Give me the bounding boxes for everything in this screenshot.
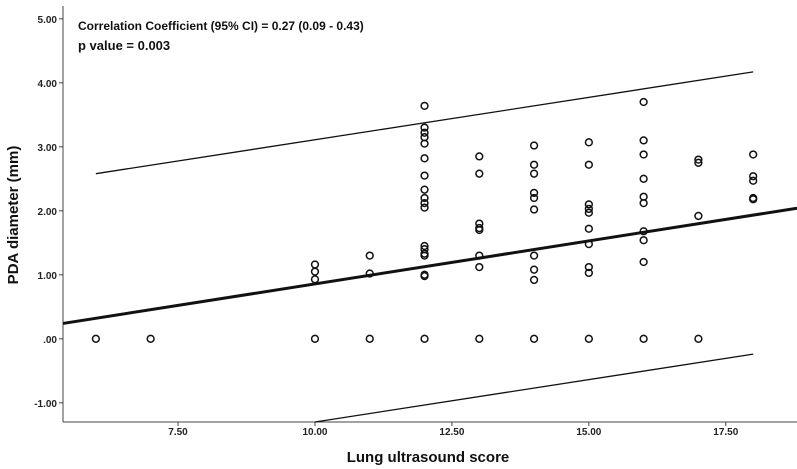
y-tick-label: 5.00 <box>38 15 58 26</box>
data-point <box>584 262 594 272</box>
upper-interval-line <box>95 71 754 175</box>
data-point <box>420 241 429 251</box>
data-point <box>694 334 703 343</box>
y-tick-label: 1.00 <box>38 271 58 282</box>
data-point <box>694 211 703 221</box>
data-point <box>420 193 429 203</box>
data-point <box>529 251 539 260</box>
data-point <box>529 275 539 285</box>
data-point <box>420 271 429 281</box>
y-tick-label: 4.00 <box>38 79 58 90</box>
data-point <box>529 193 539 203</box>
y-tick-label: .00 <box>43 335 57 346</box>
data-point <box>584 208 594 217</box>
data-point <box>749 172 758 181</box>
y-tick-label: 3.00 <box>38 143 58 154</box>
data-point <box>420 198 429 208</box>
data-point <box>365 269 374 278</box>
axes <box>59 6 797 426</box>
data-point <box>146 334 155 343</box>
x-tick-label: 15.00 <box>576 427 601 438</box>
y-axis-label: PDA diameter (mm) <box>5 146 22 285</box>
correlation-annotation: Correlation Coefficient (95% CI) = 0.27 … <box>78 19 364 33</box>
data-point <box>584 334 594 343</box>
data-point <box>529 205 539 214</box>
data-point <box>584 160 594 169</box>
data-point <box>529 169 539 178</box>
x-tick-label: 7.50 <box>168 427 188 438</box>
p-value-annotation: p value = 0.003 <box>78 38 170 53</box>
data-point <box>420 185 429 194</box>
data-point <box>584 204 594 214</box>
data-point <box>529 334 539 343</box>
data-point <box>310 260 320 269</box>
data-point <box>639 227 648 236</box>
data-point <box>584 239 594 249</box>
x-tick-label: 10.00 <box>302 427 327 438</box>
data-point <box>529 141 539 150</box>
data-point <box>420 203 429 212</box>
regression-line <box>62 206 797 325</box>
data-point <box>639 257 648 267</box>
data-point <box>639 174 648 183</box>
data-point <box>475 169 484 178</box>
data-point <box>420 123 429 132</box>
data-point <box>420 251 429 260</box>
data-point <box>584 268 594 278</box>
data-point <box>639 97 648 107</box>
data-point <box>475 251 484 260</box>
data-point <box>639 136 648 145</box>
data-point <box>749 150 758 159</box>
data-point <box>365 251 374 260</box>
data-point <box>420 139 429 148</box>
data-point <box>310 267 320 276</box>
data-point <box>639 334 648 343</box>
tick-labels: 7.50 10.00 12.50 15.00 17.50 -1.00 .00 1.00 2.00… <box>34 15 739 438</box>
y-tick-label: -1.00 <box>34 399 57 410</box>
data-point <box>584 200 594 209</box>
data-point <box>694 155 703 164</box>
x-tick-label: 12.50 <box>439 427 464 438</box>
data-point <box>529 188 539 198</box>
data-point <box>749 176 758 185</box>
data-point <box>365 334 374 343</box>
fit-lines <box>62 71 797 423</box>
data-point <box>420 154 429 163</box>
data-point <box>749 195 758 204</box>
x-tick-label: 17.50 <box>713 427 738 438</box>
data-point <box>475 225 484 235</box>
data-point <box>475 334 484 343</box>
x-axis-label: Lung ultrasound score <box>347 449 510 466</box>
data-point <box>475 152 484 161</box>
data-point <box>420 101 429 110</box>
data-point <box>529 160 539 169</box>
data-point <box>310 334 320 343</box>
data-point <box>420 171 429 180</box>
data-point <box>420 128 429 137</box>
data-point <box>529 265 539 274</box>
data-point <box>475 262 484 272</box>
data-point <box>694 158 703 167</box>
y-tick-label: 2.00 <box>38 207 58 218</box>
data-point <box>91 334 101 343</box>
data-point <box>584 224 594 233</box>
data-point <box>639 236 648 245</box>
lower-interval-line <box>314 353 754 423</box>
data-point <box>420 334 429 343</box>
data-point <box>310 275 320 284</box>
data-point <box>639 198 648 208</box>
data-points <box>91 97 758 343</box>
data-point <box>584 138 594 147</box>
data-point <box>639 150 648 159</box>
